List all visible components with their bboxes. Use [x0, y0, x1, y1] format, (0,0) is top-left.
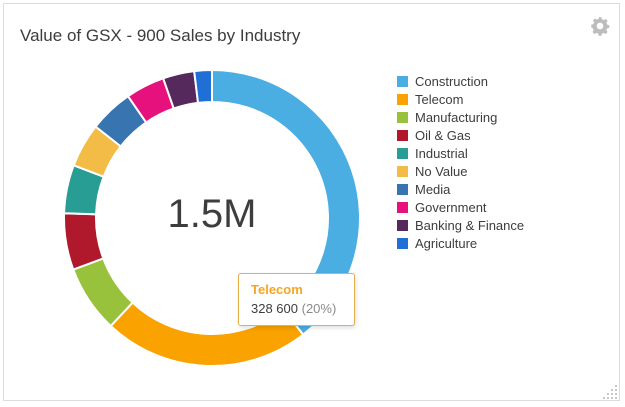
gear-icon[interactable] — [589, 15, 611, 37]
legend-label: Industrial — [415, 145, 468, 161]
donut-slice-oil-gas[interactable] — [63, 212, 105, 271]
resize-grip-icon[interactable] — [601, 383, 619, 401]
legend-item-banking-finance[interactable]: Banking & Finance — [397, 216, 524, 234]
legend-item-agriculture[interactable]: Agriculture — [397, 234, 524, 252]
legend-swatch — [397, 129, 408, 141]
legend-label: Agriculture — [415, 235, 478, 251]
chart-card — [3, 3, 620, 401]
legend-swatch — [397, 93, 408, 105]
legend-swatch — [397, 165, 408, 177]
legend-label: Media — [415, 181, 451, 197]
tooltip-value: 328 600 — [251, 301, 298, 316]
legend-item-industrial[interactable]: Industrial — [397, 144, 524, 162]
legend-item-manufacturing[interactable]: Manufacturing — [397, 108, 524, 126]
legend-swatch — [397, 147, 408, 159]
legend-swatch — [397, 219, 408, 231]
legend-swatch — [397, 237, 408, 249]
tooltip-value-line: 328 600 (20%) — [251, 301, 354, 316]
donut-center-total: 1.5M — [167, 192, 257, 236]
legend-label: Banking & Finance — [415, 217, 525, 233]
chart-legend: Construction Telecom Manufacturing Oil & Ga… — [397, 72, 524, 252]
chart-title: Value of GSX - 900 Sales by Industry — [20, 26, 301, 45]
chart-tooltip: Telecom 328 600 (20%) — [238, 273, 355, 326]
legend-item-telecom[interactable]: Telecom — [397, 90, 524, 108]
legend-swatch — [397, 111, 408, 123]
legend-item-construction[interactable]: Construction — [397, 72, 524, 90]
legend-item-government[interactable]: Government — [397, 198, 524, 216]
legend-swatch — [397, 183, 408, 195]
legend-swatch — [397, 75, 408, 87]
donut-slices — [63, 68, 361, 367]
tooltip-percent: (20%) — [301, 301, 337, 316]
legend-item-no-value[interactable]: No Value — [397, 162, 524, 180]
tooltip-category: Telecom — [251, 282, 303, 297]
legend-item-oil-gas[interactable]: Oil & Gas — [397, 126, 524, 144]
legend-label: Oil & Gas — [415, 127, 471, 143]
legend-label: Telecom — [415, 91, 464, 107]
legend-swatch — [397, 201, 408, 213]
legend-label: No Value — [415, 163, 468, 179]
donut-slice-agriculture[interactable] — [193, 68, 213, 104]
legend-label: Construction — [415, 73, 488, 89]
legend-label: Government — [415, 199, 487, 215]
legend-label: Manufacturing — [415, 109, 498, 125]
legend-item-media[interactable]: Media — [397, 180, 524, 198]
